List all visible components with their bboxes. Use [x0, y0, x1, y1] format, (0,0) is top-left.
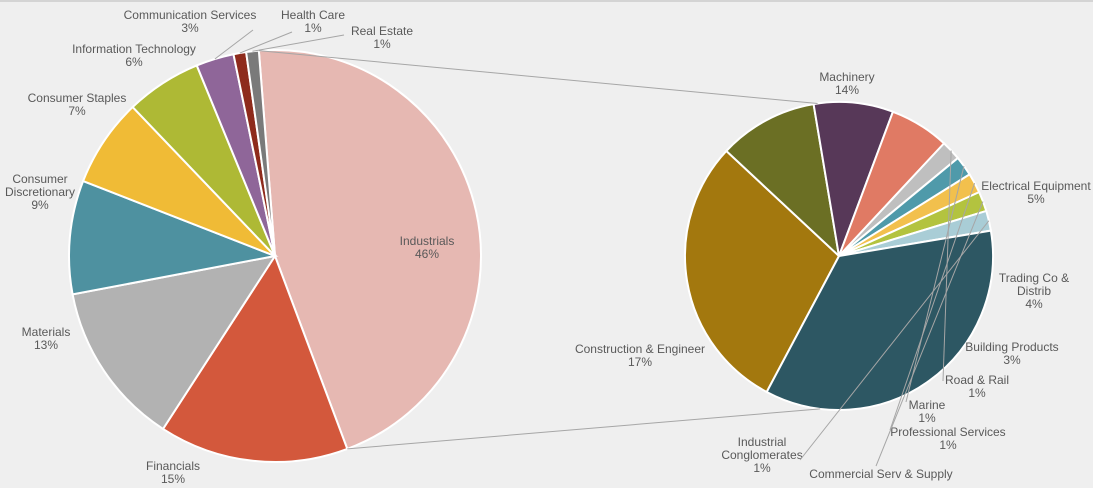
secondary-label-industrial-conglomerates: Industrial Conglomerates 1% — [721, 435, 802, 475]
connector-line-bottom — [347, 408, 821, 450]
leader-industrial-conglomerates — [799, 220, 990, 461]
secondary-label-machinery: Machinery 14% — [819, 70, 874, 97]
main-label-communication-services: Communication Services 3% — [124, 8, 257, 35]
leader-road-and-rail — [942, 150, 952, 382]
main-label-industrials: Industrials 46% — [400, 234, 455, 261]
secondary-slice-electrical-equipment — [724, 102, 841, 259]
main-label-health-care: Health Care 1% — [281, 8, 345, 35]
leader-real-estate — [252, 34, 345, 52]
connector-line-top — [258, 50, 818, 104]
leader-communication-services — [214, 29, 254, 60]
main-slice-consumer-discretionary — [68, 179, 279, 296]
secondary-label-commercial-serv-and-supply: Commercial Serv & Supply — [809, 467, 952, 481]
main-label-consumer-staples: Consumer Staples 7% — [28, 91, 127, 118]
secondary-label-electrical-equipment: Electrical Equipment 5% — [981, 179, 1091, 206]
leader-commercial-serv-supply — [875, 201, 984, 467]
secondary-label-road-and-rail: Road & Rail 1% — [945, 373, 1009, 400]
main-slice-industrials — [257, 49, 482, 451]
secondary-slice-construction-and-engineer — [765, 229, 994, 411]
secondary-label-trading-co-and-distrib: Trading Co & Distrib 4% — [999, 271, 1069, 311]
top-border — [0, 0, 1093, 2]
main-slice-materials — [71, 254, 278, 431]
main-label-materials: Materials 13% — [22, 325, 71, 352]
main-label-real-estate: Real Estate 1% — [351, 24, 413, 51]
secondary-label-building-products: Building Products 3% — [965, 340, 1058, 367]
main-slice-real-estate — [244, 49, 276, 257]
secondary-slice-machinery — [684, 149, 841, 394]
main-label-information-technology: Information Technology 6% — [72, 42, 196, 69]
secondary-label-professional-services: Professional Services 1% — [890, 425, 1005, 452]
leader-health-care — [239, 31, 293, 54]
leader-professional-services — [889, 182, 976, 431]
secondary-label-construction-and-engineer: Construction & Engineer 17% — [575, 342, 705, 369]
main-label-financials: Financials 15% — [146, 459, 200, 483]
leader-marine — [905, 165, 965, 403]
main-slice-financials — [161, 253, 349, 463]
main-label-consumer-discretionary: Consumer Discretionary 9% — [5, 172, 75, 212]
secondary-label-marine: Marine 1% — [909, 398, 946, 425]
